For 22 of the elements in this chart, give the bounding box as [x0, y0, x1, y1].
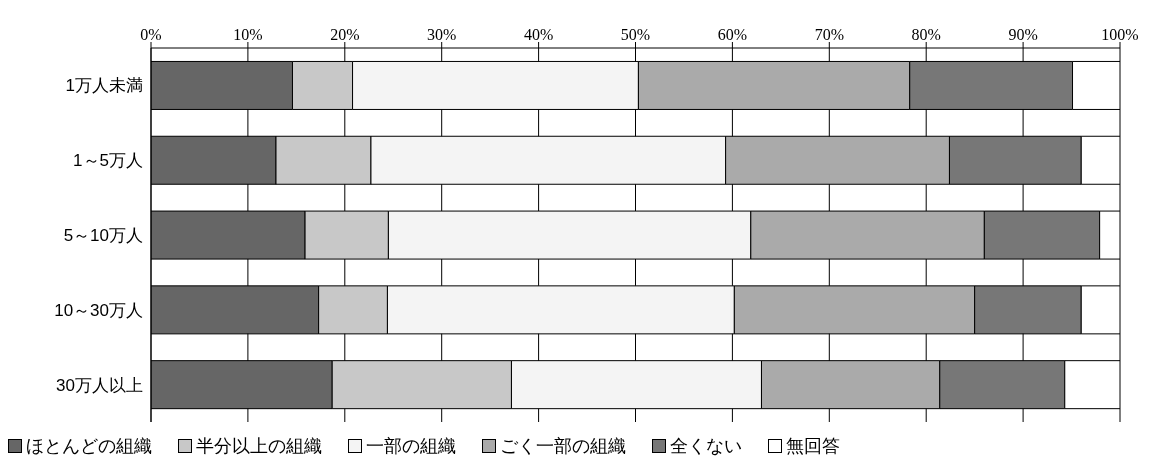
- x-tick-label: 100%: [1101, 26, 1139, 43]
- x-tick-label: 80%: [911, 26, 941, 43]
- x-tick-label: 90%: [1008, 26, 1038, 43]
- legend-label: 全くない: [670, 434, 742, 458]
- legend-label: ほとんどの組織: [26, 434, 152, 458]
- x-tick-label: 40%: [523, 26, 554, 43]
- legend-label: 一部の組織: [366, 434, 456, 458]
- legend-label: 無回答: [786, 434, 840, 458]
- y-tick-label: 30万人以上: [56, 375, 143, 395]
- y-tick-label: 1万人未満: [65, 76, 143, 96]
- legend-label: 半分以上の組織: [196, 434, 322, 458]
- legend-label: ごく一部の組織: [500, 434, 626, 458]
- x-tick-label: 0%: [140, 26, 162, 43]
- y-tick-label: 1～5万人: [73, 151, 143, 171]
- x-tick-label: 70%: [814, 26, 844, 43]
- x-tick-label: 10%: [233, 26, 263, 43]
- x-tick-label: 30%: [427, 26, 457, 43]
- y-tick-label: 5～10万人: [63, 226, 143, 246]
- x-tick-label: 60%: [717, 26, 748, 43]
- x-tick-label: 50%: [620, 26, 651, 43]
- x-tick-label: 20%: [330, 26, 360, 43]
- y-tick-label: 10～30万人: [54, 300, 143, 320]
